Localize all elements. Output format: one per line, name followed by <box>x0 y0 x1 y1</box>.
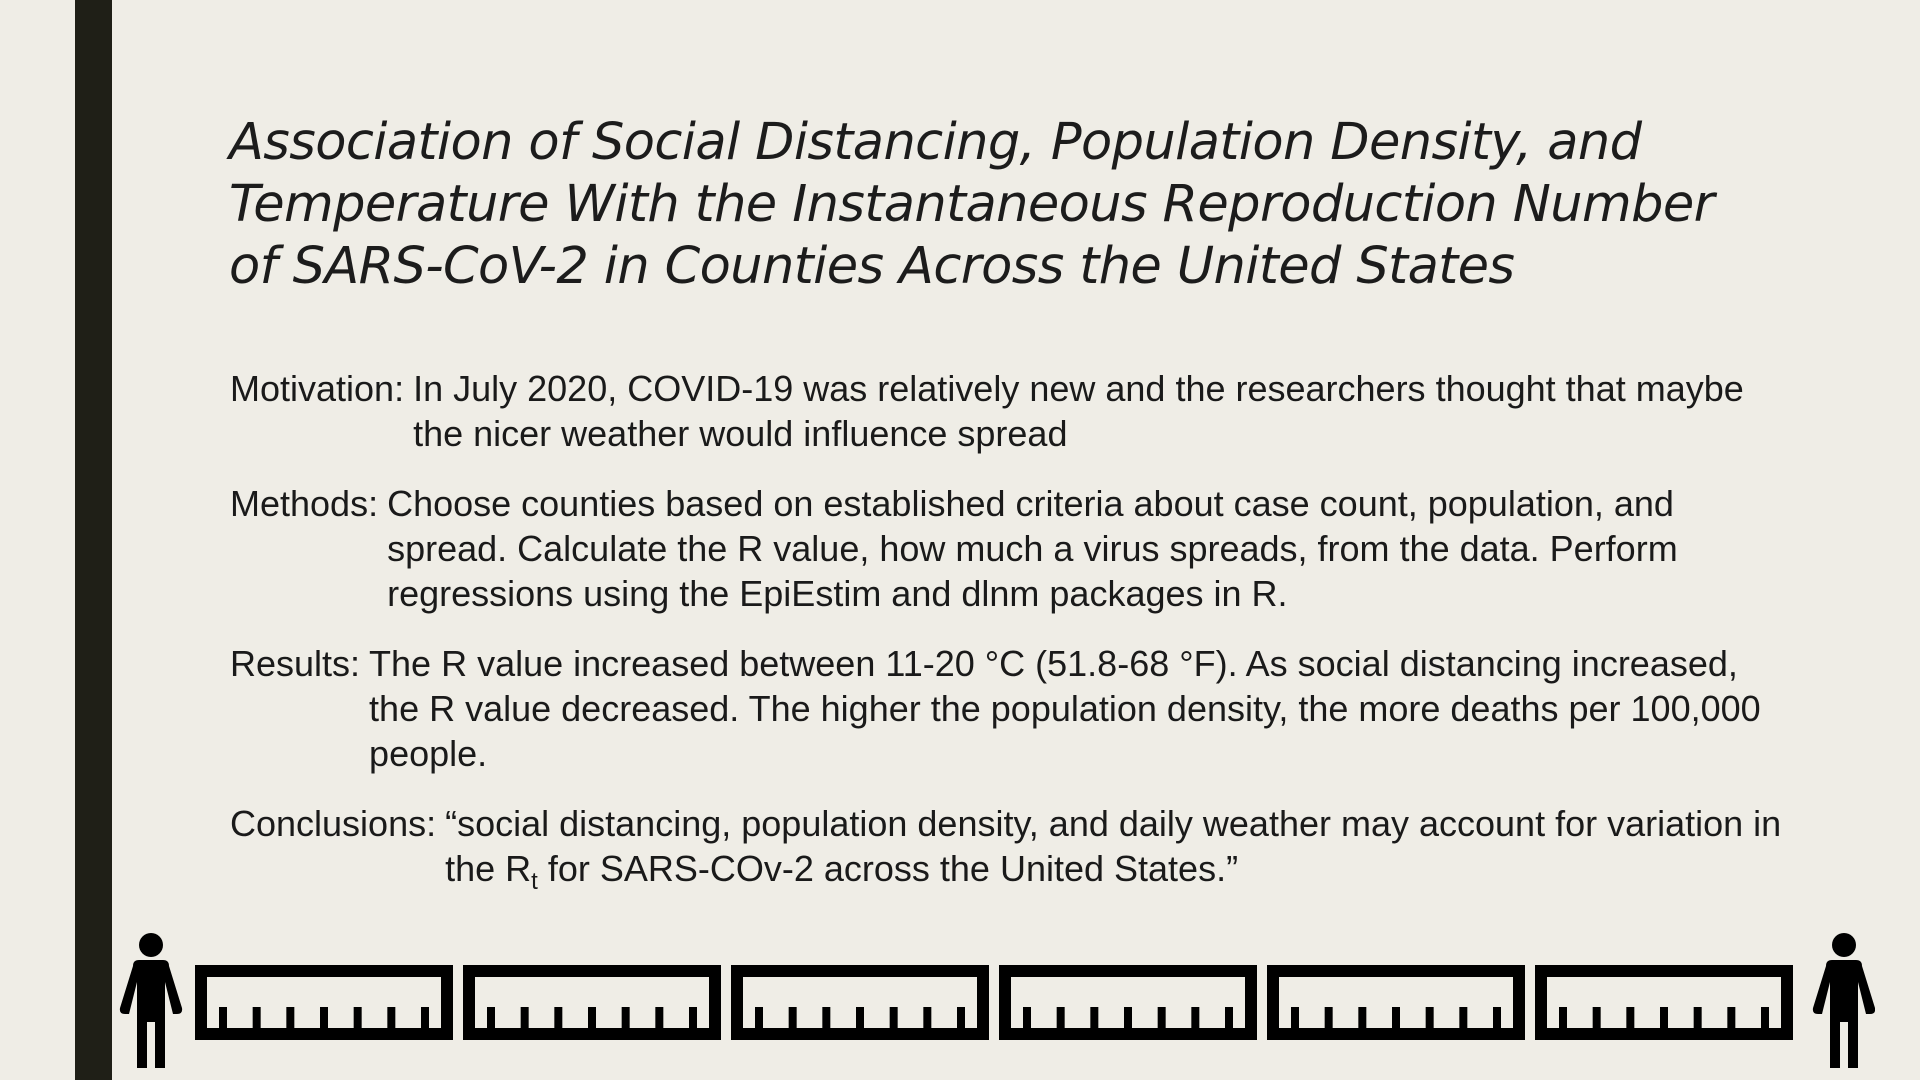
ruler-icon <box>463 965 721 1040</box>
methods-section: Methods: Choose counties based on establ… <box>230 481 1790 616</box>
ruler-icon <box>1267 965 1525 1040</box>
conclusions-section: Conclusions: “social distancing, populat… <box>230 801 1790 904</box>
conclusion-text-after: for SARS-COv-2 across the United States.… <box>537 848 1239 889</box>
person-icon <box>1812 933 1875 1068</box>
slide-content: Motivation: In July 2020, COVID-19 was r… <box>230 366 1790 929</box>
rulers-group <box>195 965 1793 1040</box>
section-text: In July 2020, COVID-19 was relatively ne… <box>413 368 1744 454</box>
person-icon <box>119 933 183 1068</box>
section-text: The R value increased between 11-20 °C (… <box>369 643 1761 774</box>
left-accent-bar <box>75 0 112 1080</box>
section-label: Conclusions: <box>230 803 437 844</box>
section-label: Results: <box>230 643 361 684</box>
social-distancing-graphic <box>115 930 1875 1080</box>
motivation-section: Motivation: In July 2020, COVID-19 was r… <box>230 366 1790 456</box>
distancing-illustration <box>119 933 1875 1068</box>
section-text: Choose counties based on established cri… <box>387 483 1678 614</box>
section-text: “social distancing, population density, … <box>436 801 1790 904</box>
ruler-icon <box>195 965 453 1040</box>
ruler-icon <box>731 965 989 1040</box>
conclusion-text-before: “social distancing, population density, … <box>445 803 1782 889</box>
section-label: Motivation: <box>230 368 405 409</box>
section-label: Methods: <box>230 483 379 524</box>
ruler-icon <box>999 965 1257 1040</box>
subscript-t: t <box>531 868 538 896</box>
results-section: Results: The R value increased between 1… <box>230 641 1790 776</box>
ruler-icon <box>1535 965 1793 1040</box>
slide-title: Association of Social Distancing, Popula… <box>229 113 1715 296</box>
